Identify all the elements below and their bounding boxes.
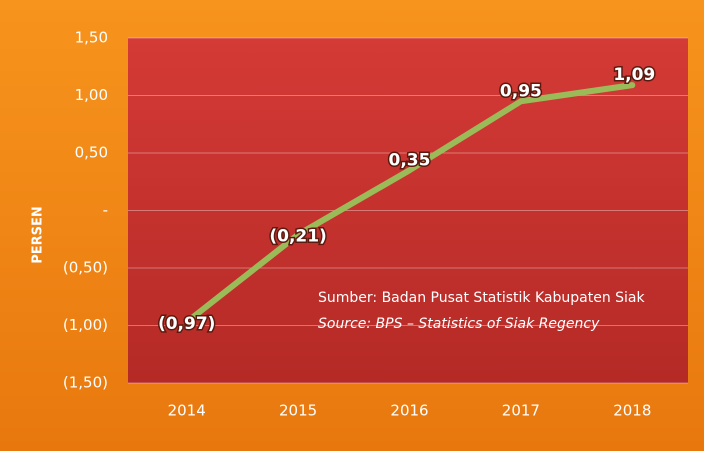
y-tick-label: (0,50)	[63, 259, 108, 277]
x-tick-label: 2016	[390, 402, 428, 420]
data-line	[183, 82, 636, 326]
x-tick-label: 2017	[502, 402, 540, 420]
x-tick-label: 2018	[613, 402, 651, 420]
source-note: Sumber: Badan Pusat Statistik Kabupaten …	[318, 290, 646, 306]
y-tick-label: 1,00	[75, 86, 108, 104]
y-axis-label: PERSEN	[31, 206, 46, 264]
source-note-en: Source: BPS – Statistics of Siak Regency	[318, 316, 600, 332]
y-tick-label: (1,50)	[63, 374, 108, 392]
data-label: (0,97)	[158, 314, 215, 334]
plot-area	[128, 38, 688, 383]
data-label: 0,35	[389, 150, 431, 170]
y-tick-label: 1,50	[75, 29, 108, 47]
x-tick-label: 2015	[279, 402, 317, 420]
data-label: (0,21)	[269, 227, 326, 247]
data-label: 0,95	[500, 81, 542, 101]
data-label: 1,09	[613, 65, 655, 85]
x-tick-label: 2014	[168, 402, 206, 420]
y-tick-label: 0,50	[75, 144, 108, 162]
y-tick-label: -	[103, 201, 108, 219]
y-tick-label: (1,00)	[63, 316, 108, 334]
